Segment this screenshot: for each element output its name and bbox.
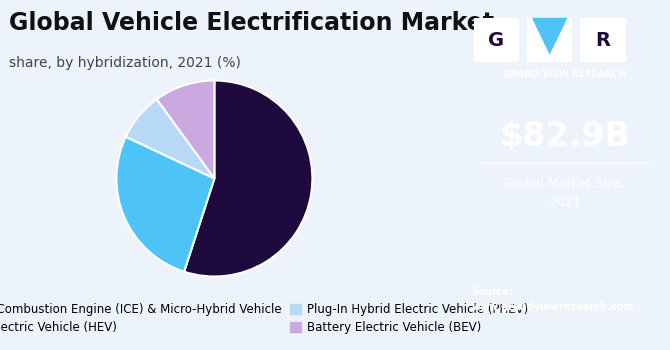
FancyBboxPatch shape [527,18,572,62]
Wedge shape [184,80,312,276]
Text: GRAND VIEW RESEARCH: GRAND VIEW RESEARCH [503,70,626,79]
FancyBboxPatch shape [580,18,626,62]
Wedge shape [117,137,214,272]
Polygon shape [532,18,567,55]
Text: Global Market Size,
2021: Global Market Size, 2021 [504,176,625,209]
Text: Global Vehicle Electrification Market: Global Vehicle Electrification Market [9,10,494,35]
Text: $82.9B: $82.9B [499,120,630,153]
Text: R: R [596,30,610,50]
Wedge shape [126,99,214,178]
Text: G: G [488,30,505,50]
Text: share, by hybridization, 2021 (%): share, by hybridization, 2021 (%) [9,56,241,70]
Wedge shape [157,80,214,178]
Text: Source:
www.grandviewresearch.com: Source: www.grandviewresearch.com [472,287,634,312]
FancyBboxPatch shape [474,18,519,62]
Legend: Internal Combustion Engine (ICE) & Micro-Hybrid Vehicle, Hybrid Electric Vehicle: Internal Combustion Engine (ICE) & Micro… [0,300,531,337]
